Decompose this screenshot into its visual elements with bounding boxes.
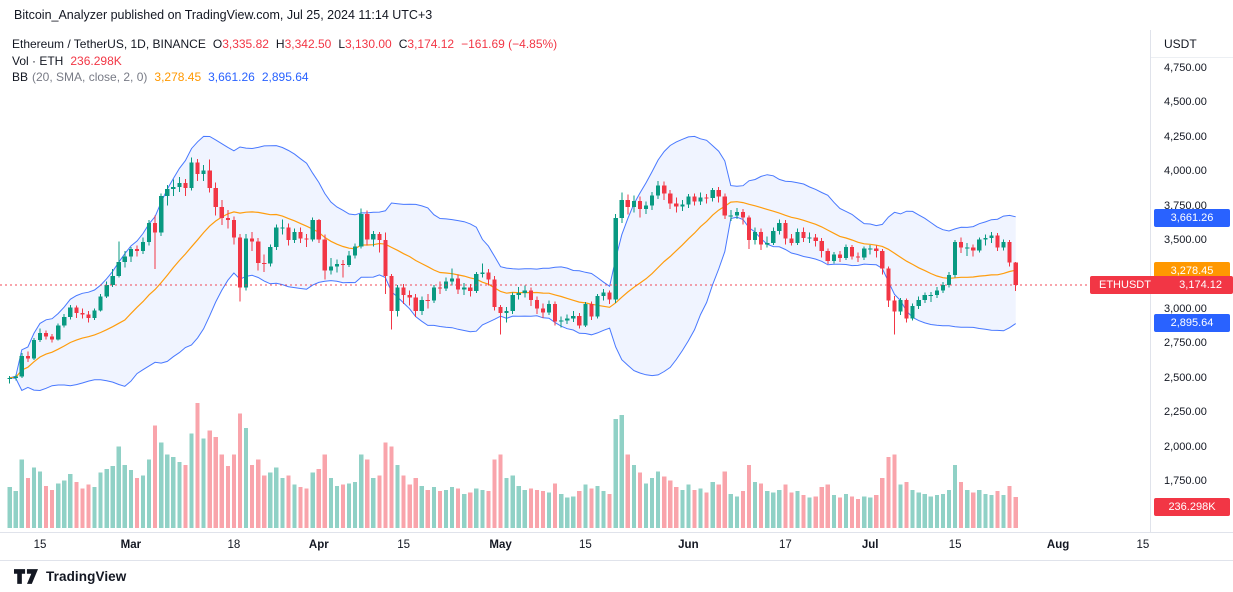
price-axis-label: 4,000.00 [1164,165,1207,178]
high-value: 3,342.50 [284,37,332,51]
bb-basis-badge: 3,278.45 [1154,261,1230,280]
bb-lower-badge: 2,895.64 [1154,314,1230,333]
bb-lower-value: 2,895.64 [261,70,309,84]
time-axis-label: Aug [1046,539,1070,551]
price-axis-label: 2,500.00 [1164,371,1207,384]
high-pair: H3,342.50 [275,37,332,51]
volume-label: Vol · ETH [12,53,64,68]
time-axis-label: 15 [33,539,47,551]
time-axis-label: Mar [120,539,142,551]
price-axis-label: 4,250.00 [1164,130,1207,143]
price-axis-label: 2,750.00 [1164,337,1207,350]
time-axis-label: 15 [1136,539,1150,551]
close-pair: C3,174.12 [398,37,455,51]
price-axis-divider [1151,57,1233,58]
volume-badge: 236.298K [1154,498,1230,516]
time-axis[interactable]: 15 Mar 18 Apr 15 May 15 Jun 17 Jul 15 Aug 15 [0,532,1233,561]
tradingview-brand-text[interactable]: TradingView [46,569,127,584]
bb-basis-value: 3,278.45 [154,70,202,84]
bb-upper-badge: 3,661.26 [1154,208,1230,227]
tradingview-logo-icon[interactable] [14,569,38,584]
price-axis-label: 2,000.00 [1164,440,1207,453]
price-axis-currency[interactable]: USDT [1164,37,1197,51]
attribution-text: Bitcoin_Analyzer published on TradingVie… [14,8,433,22]
price-axis-label: 4,750.00 [1164,62,1207,74]
time-axis-label: 15 [397,539,410,551]
time-axis-label: 15 [578,539,592,551]
bb-params: (20, SMA, close, 2, 0) [32,70,148,84]
bb-name: BB [12,70,29,84]
close-value: 3,174.12 [407,37,455,51]
low-pair: L3,130.00 [338,37,392,51]
candlestick-chart-canvas[interactable] [0,30,1150,532]
time-axis-label: 18 [227,539,241,551]
bb-upper-value: 3,661.26 [208,70,255,84]
time-axis-label: Jun [678,539,699,551]
price-axis-label: 3,500.00 [1164,234,1207,247]
time-axis-label: May [489,539,512,551]
open-value: 3,335.82 [222,37,269,51]
price-axis-label: 3,000.00 [1164,303,1207,315]
price-axis-label: 1,750.00 [1164,475,1207,488]
volume-value: 236.298K [70,53,122,68]
time-axis-label: 17 [778,539,792,551]
time-axis-label: Jul [861,539,879,551]
price-axis-label: 3,750.00 [1164,199,1207,212]
change-value: −161.69 (−4.85%) [461,37,558,51]
chart-legend: Ethereum / TetherUS, 1D, BINANCE O3,335.… [12,36,557,86]
last-badge-symbol: ETHUSDT [1099,279,1151,291]
open-pair: O3,335.82 [212,37,269,51]
symbol-legend-row[interactable]: Ethereum / TetherUS, 1D, BINANCE O3,335.… [12,36,557,53]
time-axis-label: 15 [948,539,962,551]
price-axis-label: 4,500.00 [1164,96,1207,109]
footer-bar: TradingView [0,560,1233,592]
bb-legend-row[interactable]: BB (20, SMA, close, 2, 0) 3,278.45 3,661… [12,69,557,86]
time-axis-label: Apr [308,539,329,551]
last-price-badge: ETHUSDT 3,174.12 [1090,276,1233,294]
last-badge-price: 3,174.12 [1179,279,1222,291]
price-axis-label: 2,250.00 [1164,406,1207,419]
low-value: 3,130.00 [345,37,392,51]
symbol-title: Ethereum / TetherUS, 1D, BINANCE [12,37,206,51]
volume-legend-row[interactable]: Vol · ETH 236.298K [12,53,557,70]
